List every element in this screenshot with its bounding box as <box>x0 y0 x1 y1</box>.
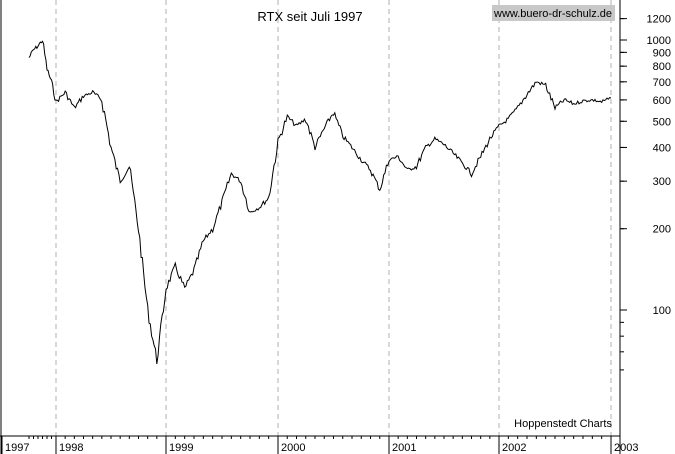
x-tick-label-2002: 2002 <box>502 442 526 454</box>
year-gridlines <box>55 0 612 436</box>
y-tick-label-800: 800 <box>653 61 671 73</box>
x-axis-ticks: 1997 1998 1999 2000 2001 2002 2003 <box>1 436 638 454</box>
x-tick-label-1997: 1997 <box>5 442 29 454</box>
y-tick-label-300: 300 <box>653 176 671 188</box>
x-tick-label-2003: 2003 <box>614 442 638 454</box>
axis-frame <box>0 0 621 454</box>
y-tick-label-1000: 1000 <box>647 35 671 47</box>
y-tick-label-500: 500 <box>653 116 671 128</box>
y-tick-label-100: 100 <box>653 305 671 317</box>
x-tick-label-2001: 2001 <box>392 442 416 454</box>
y-tick-label-900: 900 <box>653 47 671 59</box>
x-tick-label-1998: 1998 <box>59 442 83 454</box>
watermark-text: www.buero-dr-schulz.de <box>493 8 612 20</box>
series-line-rtx <box>28 40 612 365</box>
source-credit: Hoppenstedt Charts <box>514 418 612 430</box>
x-tick-label-1999: 1999 <box>169 442 193 454</box>
y-tick-label-700: 700 <box>653 77 671 89</box>
y-tick-label-600: 600 <box>653 95 671 107</box>
y-tick-label-1200: 1200 <box>647 14 671 26</box>
chart-title: RTX seit Juli 1997 <box>257 9 362 24</box>
y-tick-label-400: 400 <box>653 142 671 154</box>
watermark-background <box>492 5 615 21</box>
y-tick-label-200: 200 <box>653 224 671 236</box>
x-tick-label-2000: 2000 <box>281 442 305 454</box>
